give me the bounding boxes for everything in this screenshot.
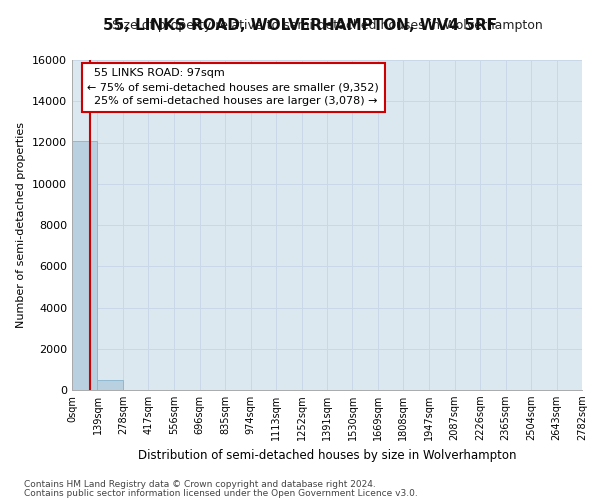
Text: Contains public sector information licensed under the Open Government Licence v3: Contains public sector information licen… [24,488,418,498]
X-axis label: Distribution of semi-detached houses by size in Wolverhampton: Distribution of semi-detached houses by … [138,449,516,462]
Text: Contains HM Land Registry data © Crown copyright and database right 2024.: Contains HM Land Registry data © Crown c… [24,480,376,489]
Bar [97,380,123,390]
Bar [72,142,97,390]
Text: 55 LINKS ROAD: 97sqm
← 75% of semi-detached houses are smaller (9,352)
  25% of : 55 LINKS ROAD: 97sqm ← 75% of semi-detac… [88,68,379,106]
Title: Size of property relative to semi-detached houses in Wolverhampton: Size of property relative to semi-detach… [112,20,542,32]
Text: 55, LINKS ROAD, WOLVERHAMPTON, WV4 5RF: 55, LINKS ROAD, WOLVERHAMPTON, WV4 5RF [103,18,497,32]
Y-axis label: Number of semi-detached properties: Number of semi-detached properties [16,122,26,328]
